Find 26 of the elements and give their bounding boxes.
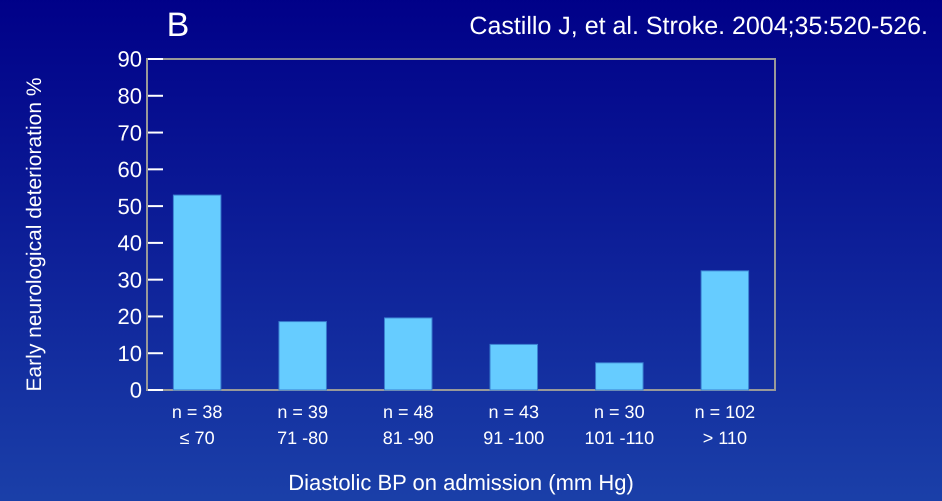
x-tick-label: n = 48 81 -90: [382, 402, 434, 448]
y-tick-label: 30: [118, 267, 142, 292]
y-tick-label: 60: [118, 157, 142, 182]
bar: [384, 317, 432, 390]
y-tick-label: 20: [118, 304, 142, 330]
bar: [278, 321, 327, 390]
y-tick-label: 50: [118, 194, 142, 219]
x-tick-label: n = 43 91 -100: [483, 402, 544, 448]
x-tick-label: n = 102 > 110: [694, 402, 756, 448]
y-tick-label: 10: [118, 340, 142, 366]
y-tick-label: 80: [118, 83, 142, 108]
x-tick-label: n = 30 101 -110: [584, 402, 654, 448]
y-tick-label: 40: [118, 230, 142, 256]
text: Castillo J, et al. Stroke. 2004;35:520-526.: [469, 12, 928, 40]
bar: [172, 194, 222, 390]
x-tick-label: n = 39 71 -80: [277, 402, 328, 448]
x-tick-label: n = 38 ≤ 70: [172, 402, 222, 448]
x-axis-title: Diastolic BP on admission (mm Hg): [288, 470, 634, 495]
bar: [700, 270, 750, 390]
chart-title: B: [166, 6, 190, 44]
bar: [595, 362, 644, 390]
y-tick-label: 90: [118, 46, 142, 72]
bar: [490, 344, 538, 390]
y-tick-label: 0: [130, 378, 142, 403]
y-axis-title: Early neurological deterioration %: [23, 77, 46, 392]
y-tick-label: 70: [118, 120, 142, 146]
